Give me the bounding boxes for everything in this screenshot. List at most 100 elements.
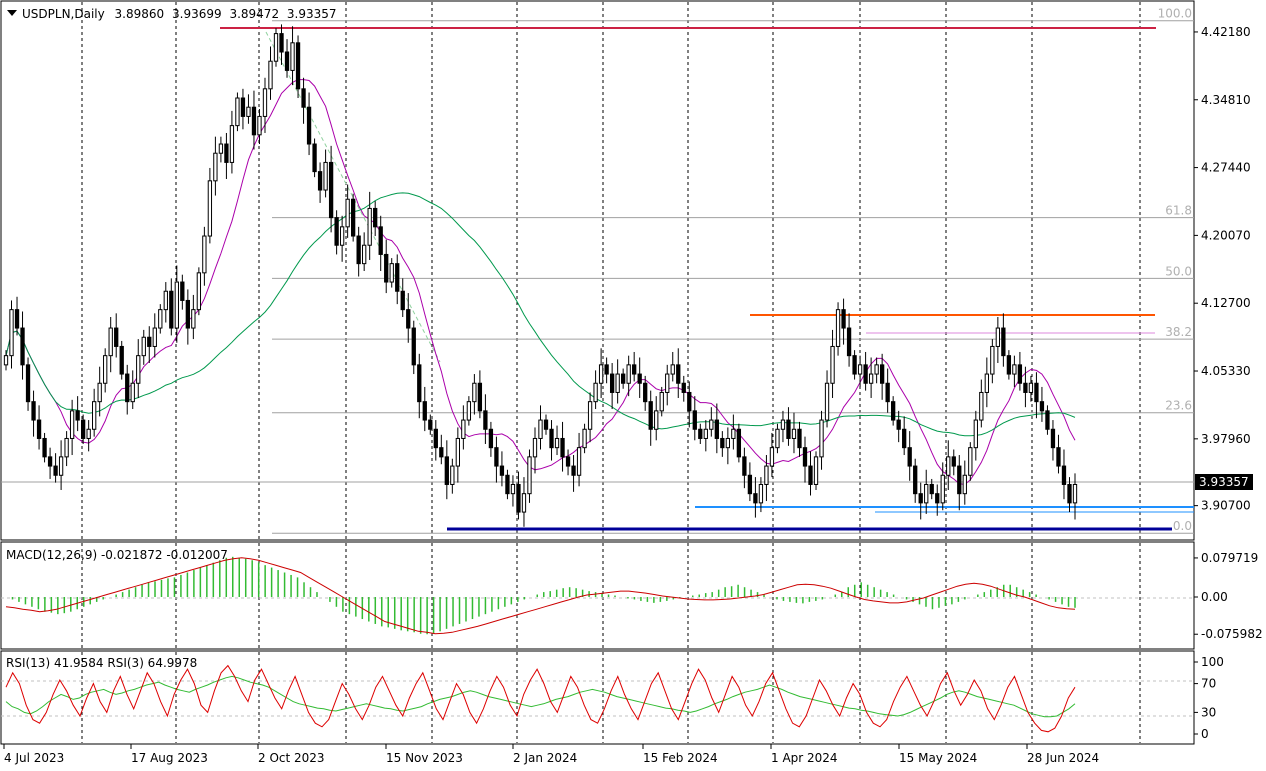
candle-down	[721, 438, 724, 447]
candle-up	[588, 402, 591, 430]
candle-up	[522, 494, 525, 512]
candle-up	[820, 420, 823, 457]
candle-down	[903, 429, 906, 447]
candle-up	[555, 438, 558, 447]
candle-down	[737, 429, 740, 457]
candle-down	[423, 402, 426, 420]
symbol-label: USDPLN,Daily	[22, 7, 105, 21]
candle-down	[715, 420, 718, 438]
candle-down	[280, 34, 283, 52]
fib-level-label: 0.0	[1173, 519, 1192, 533]
candle-down	[81, 420, 84, 438]
candle-up	[583, 429, 586, 447]
candle-up	[236, 98, 239, 126]
candle-up	[247, 107, 250, 116]
candle-up	[836, 310, 839, 347]
candle-down	[1007, 356, 1010, 374]
time-tick-label: 15 Feb 2024	[643, 751, 718, 765]
candle-down	[76, 411, 79, 420]
candle-down	[296, 43, 299, 89]
candle-up	[467, 402, 470, 420]
candle-down	[396, 264, 399, 292]
candle-up	[1029, 383, 1032, 392]
candle-down	[682, 383, 685, 392]
time-tick-label: 2 Oct 2023	[258, 751, 325, 765]
candle-up	[599, 365, 602, 383]
candle-up	[203, 236, 206, 273]
candle-down	[688, 392, 691, 410]
candle-down	[252, 107, 255, 135]
candle-down	[48, 457, 51, 466]
candle-down	[847, 328, 850, 356]
candle-down	[1062, 466, 1065, 484]
candle-down	[225, 144, 228, 162]
candle-down	[958, 466, 961, 494]
time-tick-label: 1 Apr 2024	[771, 751, 838, 765]
candle-down	[544, 420, 547, 429]
rsi-tick-label: 70	[1201, 677, 1216, 691]
candle-up	[291, 43, 294, 71]
candle-down	[919, 494, 922, 503]
fib-level-label: 23.6	[1165, 399, 1192, 413]
candle-down	[407, 310, 410, 328]
candle-down	[566, 457, 569, 466]
candle-up	[159, 310, 162, 328]
candle-up	[346, 199, 349, 227]
fib-level-label: 61.8	[1165, 204, 1192, 218]
candle-up	[269, 61, 272, 89]
candle-down	[1018, 365, 1021, 383]
price-tick-label: 4.12700	[1201, 296, 1251, 310]
candle-up	[219, 144, 222, 153]
candle-up	[131, 383, 134, 401]
candle-down	[440, 448, 443, 457]
candle-down	[43, 438, 46, 456]
macd-label: MACD(12,26,9) -0.021872 -0.012007	[6, 548, 228, 562]
price-tick-label: 4.20070	[1201, 228, 1251, 242]
candle-down	[357, 236, 360, 264]
candle-down	[329, 162, 332, 217]
candle-down	[798, 429, 801, 447]
candle-down	[54, 466, 57, 475]
candle-down	[1024, 383, 1027, 392]
candle-up	[93, 402, 96, 430]
candle-down	[434, 429, 437, 447]
rsi-tick-label: 0	[1201, 727, 1209, 741]
macd-tick-label: 0.079719	[1201, 551, 1258, 565]
low-value: 3.89472	[229, 7, 279, 21]
candle-up	[660, 392, 663, 410]
time-tick-label: 17 Aug 2023	[131, 751, 208, 765]
candle-up	[770, 448, 773, 466]
candle-down	[1040, 402, 1043, 411]
candle-up	[539, 420, 542, 438]
candle-up	[577, 448, 580, 476]
main-pane	[1, 1, 1194, 540]
rsi-label: RSI(13) 41.9584 RSI(3) 64.9978	[6, 656, 197, 670]
close-value: 3.93357	[287, 7, 337, 21]
candle-up	[776, 429, 779, 447]
candle-down	[897, 420, 900, 429]
candle-up	[192, 310, 195, 328]
candle-up	[230, 126, 233, 163]
candle-down	[748, 475, 751, 493]
candle-down	[21, 328, 24, 365]
candle-up	[98, 383, 101, 401]
candle-up	[985, 374, 988, 392]
candle-down	[842, 310, 845, 328]
candle-down	[1002, 328, 1005, 356]
candle-up	[390, 264, 393, 282]
fib-level-label: 50.0	[1165, 264, 1192, 278]
candle-down	[181, 282, 184, 300]
candle-down	[693, 411, 696, 429]
time-tick-label: 15 May 2024	[899, 751, 977, 765]
candle-down	[936, 494, 939, 503]
candle-up	[941, 475, 944, 503]
candle-down	[952, 457, 955, 466]
candle-up	[825, 383, 828, 420]
candle-up	[175, 282, 178, 328]
candle-down	[318, 172, 321, 190]
candle-up	[594, 383, 597, 401]
candle-down	[374, 208, 377, 226]
candle-down	[743, 457, 746, 475]
candle-down	[148, 337, 151, 346]
candle-up	[875, 365, 878, 374]
